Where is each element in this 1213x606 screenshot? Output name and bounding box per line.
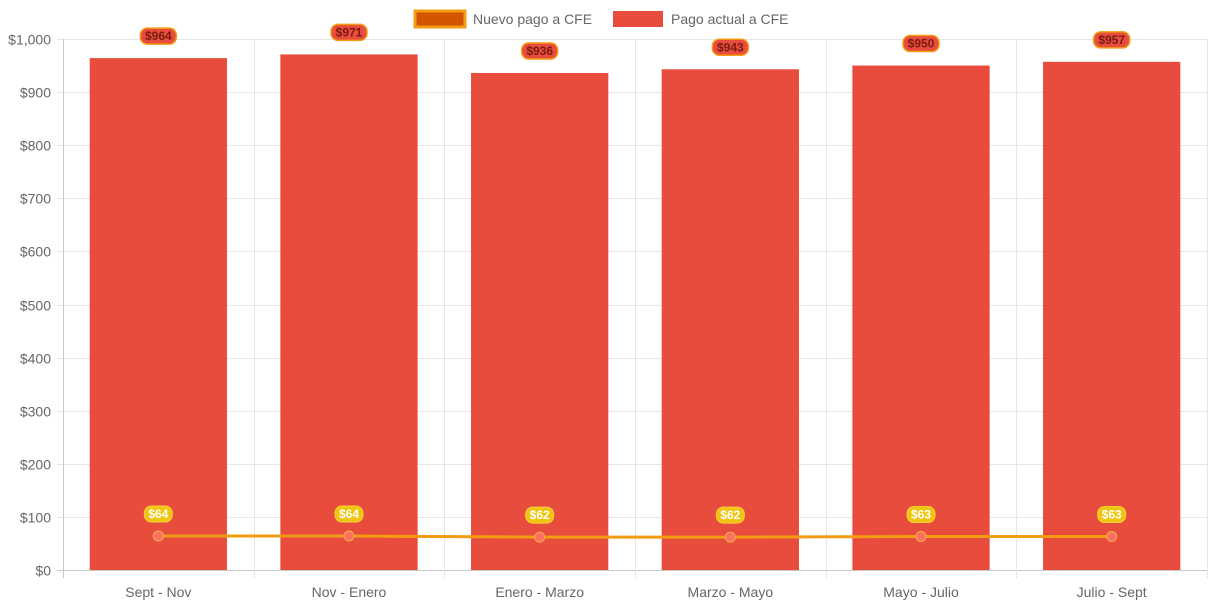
y-tick-label: $400 [20, 351, 51, 367]
line-data-label: $62 [720, 508, 740, 522]
legend-label-actual: Pago actual a CFE [671, 11, 789, 27]
x-tick-label: Nov - Enero [312, 584, 387, 600]
line-series [152, 530, 1118, 543]
x-tick-label: Enero - Marzo [495, 584, 584, 600]
line-point [724, 531, 736, 543]
y-tick-label: $500 [20, 298, 51, 314]
bar-series [89, 54, 1181, 571]
y-tick-label: $700 [20, 191, 51, 207]
x-axis-ticks: Sept - Nov Nov - Enero Enero - Marzo Marzo … [125, 584, 1147, 600]
x-tick-label: Marzo - Mayo [688, 584, 774, 600]
legend: Nuevo pago a CFE Pago actual a CFE [413, 9, 789, 29]
bar-data-label: $943 [717, 40, 744, 54]
bar-data-label: $936 [526, 44, 553, 58]
bar [89, 58, 227, 571]
line-label-badge [143, 505, 173, 523]
bar-data-label: $957 [1098, 33, 1125, 47]
line-label-badge [525, 506, 555, 524]
bar-data-label: $950 [908, 37, 935, 51]
bar [661, 69, 799, 570]
legend-swatch-actual [613, 11, 663, 27]
line-data-labels: $64 $64 $62 $62 $63 $63 [143, 505, 1127, 524]
bar-label-badge [139, 27, 178, 45]
bar [1043, 61, 1181, 570]
bar-label-badge [711, 38, 750, 57]
bar [280, 54, 418, 571]
line-point [343, 530, 355, 542]
bar-label-badge [1092, 31, 1131, 49]
y-tick-label: $1,000 [8, 32, 51, 48]
bar-data-labels: $964 $971 $936 $943 $950 $957 [139, 23, 1131, 60]
line-data-label: $62 [530, 508, 550, 522]
line-label-badge [1097, 506, 1127, 524]
grid-lines [57, 39, 1208, 578]
y-axis-ticks: $0 $100 $200 $300 $400 $500 $600 $700 $800 $900 $1… [8, 32, 51, 579]
y-tick-label: $100 [20, 510, 51, 526]
line-point [1106, 531, 1118, 543]
y-tick-label: $900 [20, 85, 51, 101]
line-point [915, 531, 927, 543]
bar-label-badge [520, 42, 559, 60]
line-data-label: $64 [339, 507, 359, 521]
x-tick-label: Julio - Sept [1077, 584, 1147, 600]
line-label-badge [715, 506, 745, 524]
legend-label-nuevo: Nuevo pago a CFE [473, 11, 592, 27]
bar-label-badge [902, 34, 940, 53]
line-label-badge [906, 506, 936, 524]
y-tick-label: $0 [35, 563, 51, 579]
bar [852, 65, 990, 571]
line-data-label: $63 [911, 508, 931, 522]
y-tick-label: $600 [20, 244, 51, 260]
line-data-label: $64 [148, 507, 168, 521]
line-label-badge [334, 505, 364, 523]
bar-label-badge [330, 23, 368, 42]
x-tick-label: Sept - Nov [125, 584, 191, 600]
bar [471, 72, 609, 570]
y-tick-label: $300 [20, 404, 51, 420]
line-point [534, 531, 546, 543]
line-data-label: $63 [1102, 508, 1122, 522]
bar-data-label: $964 [145, 29, 172, 43]
bar-data-label: $971 [336, 25, 363, 39]
line-point [152, 530, 164, 542]
y-tick-label: $800 [20, 138, 51, 154]
y-tick-label: $200 [20, 457, 51, 473]
x-tick-label: Mayo - Julio [883, 584, 959, 600]
legend-swatch-nuevo [413, 9, 467, 29]
series-line [158, 534, 1112, 539]
